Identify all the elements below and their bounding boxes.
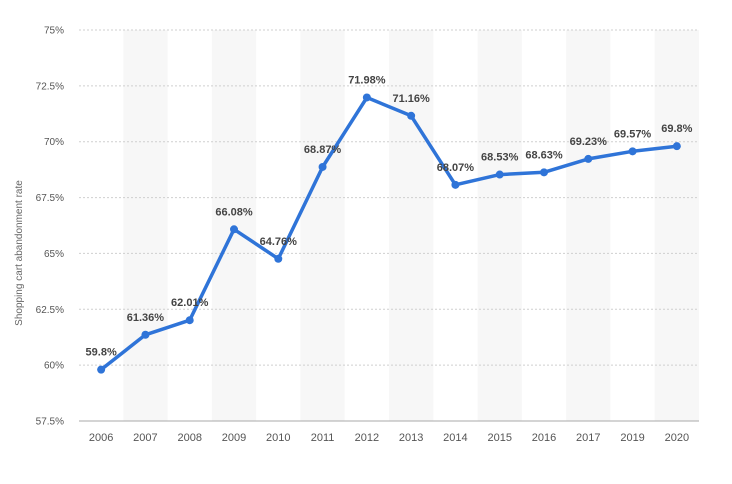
x-tick-label: 2012 [355, 432, 379, 444]
series-line [99, 95, 679, 372]
y-tick-label: 57.5% [36, 417, 64, 428]
x-axis-ticks: 2006 2007 2008 2009 2010 2011 2012 2013 2014 2015… [89, 432, 689, 444]
column-band [654, 30, 699, 421]
data-point[interactable] [141, 330, 150, 339]
data-point[interactable] [672, 142, 681, 151]
column-band [566, 30, 611, 421]
data-label: 69.57% [614, 128, 652, 140]
data-point[interactable] [540, 168, 548, 177]
data-label: 59.8% [86, 347, 117, 359]
y-tick-label: 65% [44, 249, 64, 260]
gridlines [79, 29, 699, 422]
data-point[interactable] [584, 154, 593, 163]
x-tick-label: 2011 [311, 432, 335, 444]
data-labels: 59.8% 61.36% 62.01% 66.08% 64.76% 68.87% 71.98… [86, 74, 693, 358]
data-label: 71.98% [348, 74, 386, 86]
data-point[interactable] [495, 170, 504, 179]
x-tick-label: 2017 [576, 432, 600, 444]
data-label: 68.07% [437, 162, 475, 174]
x-tick-label: 2010 [266, 432, 290, 444]
data-points [97, 93, 681, 374]
y-tick-label: 67.5% [36, 193, 64, 204]
column-band [477, 30, 522, 421]
data-point[interactable] [185, 316, 194, 325]
data-point[interactable] [407, 111, 416, 120]
data-point[interactable] [628, 147, 637, 156]
data-label: 68.87% [304, 144, 342, 156]
x-tick-label: 2019 [620, 432, 644, 444]
y-tick-label: 62.5% [36, 305, 64, 316]
column-bands [123, 30, 699, 421]
data-point[interactable] [230, 225, 238, 234]
data-label: 69.8% [661, 123, 692, 135]
data-label: 66.08% [215, 206, 253, 218]
y-axis-ticks: 57.5% 60% 62.5% 65% 67.5% 70% 72.5% 75% [36, 26, 64, 428]
data-label: 62.01% [171, 297, 209, 309]
data-label: 68.63% [525, 149, 563, 161]
data-point[interactable] [274, 254, 283, 263]
y-tick-label: 60% [44, 361, 64, 372]
series-line-group [99, 95, 679, 372]
data-label: 69.23% [570, 136, 608, 148]
x-tick-label: 2015 [487, 432, 511, 444]
x-tick-label: 2009 [222, 432, 246, 444]
y-tick-label: 75% [44, 26, 64, 37]
x-tick-label: 2014 [443, 432, 467, 444]
x-tick-label: 2006 [89, 432, 113, 444]
x-tick-label: 2008 [177, 432, 201, 444]
data-point[interactable] [318, 162, 327, 171]
x-tick-label: 2016 [532, 432, 556, 444]
y-tick-label: 72.5% [36, 81, 64, 92]
column-band [300, 30, 345, 421]
x-tick-label: 2020 [665, 432, 689, 444]
y-axis-label: Shopping cart abandonment rate [14, 180, 25, 326]
data-label: 64.76% [260, 236, 298, 248]
column-band [123, 30, 168, 421]
data-point[interactable] [97, 365, 106, 374]
x-tick-label: 2007 [133, 432, 157, 444]
data-label: 71.16% [392, 93, 430, 105]
column-band [389, 30, 434, 421]
y-tick-label: 70% [44, 137, 64, 148]
data-label: 61.36% [127, 312, 165, 324]
x-tick-label: 2013 [399, 432, 423, 444]
data-point[interactable] [451, 180, 460, 189]
data-label: 68.53% [481, 152, 519, 164]
data-point[interactable] [362, 93, 371, 102]
